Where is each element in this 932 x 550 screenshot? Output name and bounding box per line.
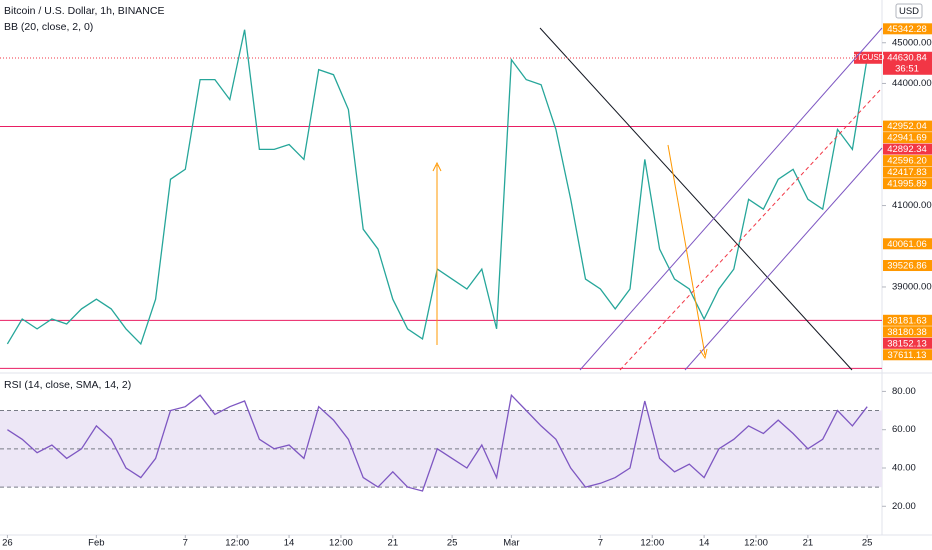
price-label-box: [883, 326, 932, 338]
x-tick-label: 7: [183, 538, 188, 549]
x-tick-label: 25: [447, 538, 458, 549]
y-tick-label: 40.00: [892, 463, 916, 474]
trend-line: [539, 27, 853, 371]
price-label: 41995.89: [887, 179, 927, 190]
x-tick-label: 12:00: [744, 538, 768, 549]
channel-line: [579, 27, 883, 371]
price-label-box: [883, 23, 932, 35]
x-tick-label: 12:00: [640, 538, 664, 549]
x-tick-label: 26: [2, 538, 13, 549]
arrow-head: [432, 161, 442, 172]
y-tick-label: 44000.00: [892, 78, 932, 89]
price-label: 42941.69: [887, 133, 927, 144]
chart-title: Bitcoin / U.S. Dollar, 1h, BINANCE: [4, 5, 164, 17]
price-label: 42892.34: [887, 144, 927, 155]
y-tick-label: 39000.00: [892, 281, 932, 292]
price-pane: 45000.00 44000.00 41000.00 39000.00 45342.28…: [0, 23, 932, 369]
price-label: 37611.13: [888, 350, 927, 361]
x-tick-label: 12:00: [225, 538, 249, 549]
currency-button[interactable]: [895, 3, 923, 19]
x-tick-label: Feb: [88, 538, 104, 549]
y-tick-label: 60.00: [892, 424, 916, 435]
x-tick-label: 25: [862, 538, 873, 549]
y-tick-label: 20.00: [892, 501, 916, 512]
series-line: [7, 393, 868, 492]
last-price-box: [883, 51, 932, 75]
price-label-box: [883, 143, 932, 155]
price-label: 39526.86: [887, 261, 927, 272]
price-label-box: [883, 260, 932, 272]
x-tick-label: Mar: [503, 538, 519, 549]
y-tick-label: 41000.00: [892, 200, 932, 211]
channel-mid: [619, 87, 883, 371]
symbol-label: BTCUSD: [852, 53, 885, 62]
price-label: 40061.06: [887, 239, 927, 250]
rsi-label: RSI (14, close, SMA, 14, 2): [4, 379, 131, 391]
last-price: 44630.84: [887, 52, 927, 63]
price-label: 42596.20: [887, 156, 927, 167]
price-label: 38180.38: [887, 327, 927, 338]
price-label-box: [883, 238, 932, 250]
price-label-box: [883, 120, 932, 132]
x-tick-label: 21: [388, 538, 399, 549]
price-label: 38152.13: [887, 338, 927, 349]
arrow: [667, 144, 706, 356]
x-tick-label: 14: [284, 538, 295, 549]
price-label: 38181.63: [887, 315, 927, 326]
x-tick-label: 7: [598, 538, 603, 549]
price-label-box: [883, 155, 932, 167]
x-tick-label: 14: [699, 538, 710, 549]
price-label: 42952.04: [887, 121, 927, 132]
price-label: 45342.28: [887, 24, 927, 35]
x-tick-label: 21: [803, 538, 814, 549]
countdown: 36:51: [895, 63, 919, 74]
currency[interactable]: USD: [899, 6, 919, 17]
channel-line: [684, 147, 883, 371]
price-label-box: [883, 314, 932, 326]
price-label-box: [883, 132, 932, 144]
y-tick-label: 80.00: [892, 386, 916, 397]
price-label-box: [883, 178, 932, 190]
y-tick-label: 45000.00: [892, 37, 932, 48]
rsi-pane: 80.00 60.00 40.00 20.00: [0, 386, 916, 512]
price-label-box: [883, 349, 932, 361]
price-label-box: [883, 166, 932, 178]
x-tick-label: 12:00: [329, 538, 353, 549]
price-label-box: [883, 337, 932, 349]
price-label: 42417.83: [887, 167, 927, 178]
arrow-head: [699, 348, 708, 360]
indicator-label: BB (20, close, 2, 0): [4, 21, 93, 33]
